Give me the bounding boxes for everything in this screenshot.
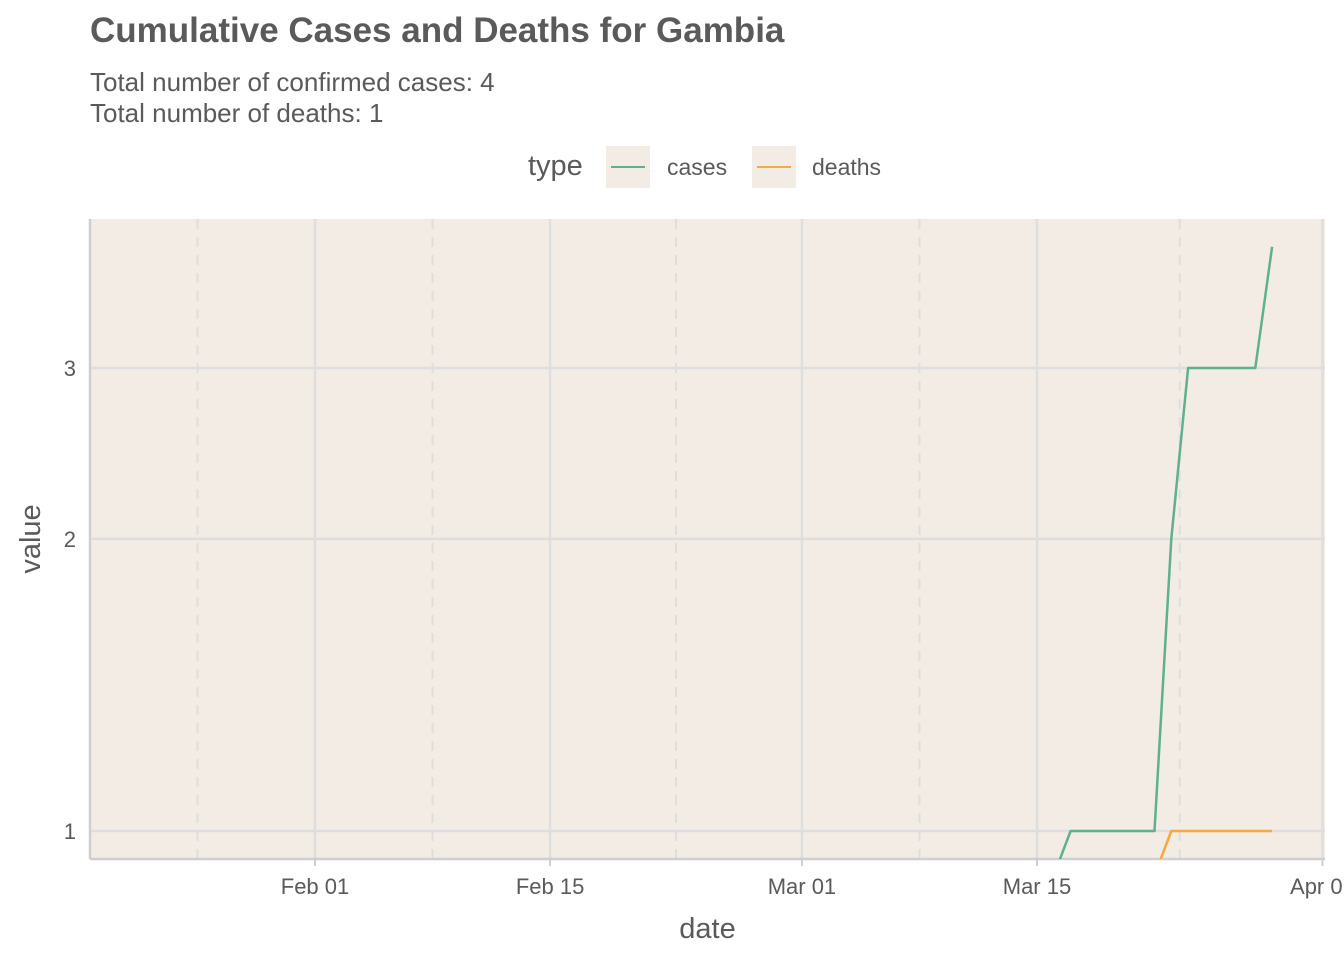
legend-key-cases [606,146,650,188]
y-tick-label: 3 [64,356,76,381]
legend-swatch-deaths [757,166,791,168]
y-axis-label: value [15,504,47,573]
y-tick-label: 2 [64,527,76,552]
subtitle-cases: Total number of confirmed cases: 4 [90,67,495,97]
tick-labels: Feb 01 Feb 15 Mar 01 Mar 15 Apr 01 1 2 3 [64,356,1344,899]
legend-title: type [528,150,583,182]
y-tick-label: 1 [64,819,76,844]
series-lines [1058,246,1274,859]
x-tick-label: Feb 15 [516,874,585,899]
x-tick-label: Mar 15 [1003,874,1071,899]
legend-swatch-cases [611,166,645,168]
series-line-cases [1058,246,1274,859]
x-axis-label: date [679,913,735,945]
chart-title: Cumulative Cases and Deaths for Gambia [90,11,785,50]
legend-label-cases: cases [667,154,728,180]
axes [88,219,1325,861]
x-tick-label: Mar 01 [768,874,836,899]
series-line-deaths [1159,829,1273,859]
x-tick-label: Apr 01 [1290,874,1344,899]
legend-key-deaths [752,146,796,188]
subtitle-deaths: Total number of deaths: 1 [90,98,384,128]
legend-label-deaths: deaths [812,154,882,180]
x-tick-label: Feb 01 [281,874,350,899]
